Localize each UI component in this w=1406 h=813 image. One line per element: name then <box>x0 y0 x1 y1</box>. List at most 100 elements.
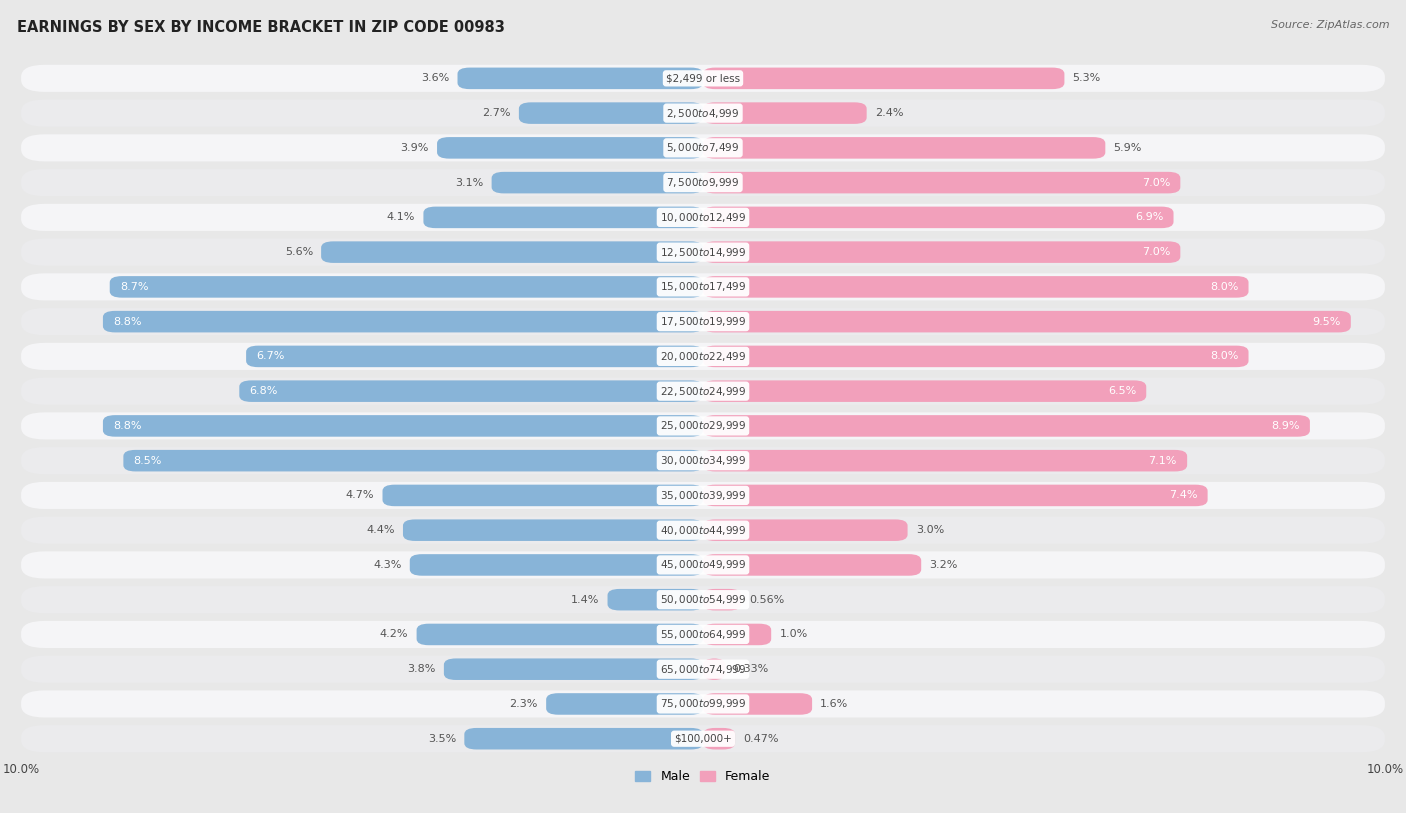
FancyBboxPatch shape <box>404 520 703 541</box>
Text: 7.4%: 7.4% <box>1168 490 1198 501</box>
Text: $22,500 to $24,999: $22,500 to $24,999 <box>659 385 747 398</box>
FancyBboxPatch shape <box>21 343 1385 370</box>
Text: $30,000 to $34,999: $30,000 to $34,999 <box>659 454 747 467</box>
FancyBboxPatch shape <box>703 415 1310 437</box>
FancyBboxPatch shape <box>437 137 703 159</box>
Text: 3.6%: 3.6% <box>420 73 450 84</box>
FancyBboxPatch shape <box>110 276 703 298</box>
FancyBboxPatch shape <box>703 67 1064 89</box>
FancyBboxPatch shape <box>703 728 735 750</box>
Text: 8.8%: 8.8% <box>112 316 142 327</box>
Text: $45,000 to $49,999: $45,000 to $49,999 <box>659 559 747 572</box>
FancyBboxPatch shape <box>21 586 1385 613</box>
FancyBboxPatch shape <box>21 482 1385 509</box>
Text: 8.7%: 8.7% <box>120 282 149 292</box>
FancyBboxPatch shape <box>703 102 866 124</box>
FancyBboxPatch shape <box>21 65 1385 92</box>
Text: 4.4%: 4.4% <box>367 525 395 535</box>
FancyBboxPatch shape <box>444 659 703 680</box>
FancyBboxPatch shape <box>703 659 725 680</box>
Text: 3.1%: 3.1% <box>456 177 484 188</box>
Text: 6.8%: 6.8% <box>249 386 278 396</box>
Text: 8.0%: 8.0% <box>1211 282 1239 292</box>
FancyBboxPatch shape <box>703 485 1208 506</box>
Text: 7.0%: 7.0% <box>1142 177 1170 188</box>
FancyBboxPatch shape <box>21 169 1385 196</box>
Text: $35,000 to $39,999: $35,000 to $39,999 <box>659 489 747 502</box>
FancyBboxPatch shape <box>21 412 1385 440</box>
FancyBboxPatch shape <box>703 450 1187 472</box>
Text: $75,000 to $99,999: $75,000 to $99,999 <box>659 698 747 711</box>
Text: 6.7%: 6.7% <box>256 351 285 362</box>
FancyBboxPatch shape <box>21 621 1385 648</box>
Text: 4.7%: 4.7% <box>346 490 374 501</box>
FancyBboxPatch shape <box>382 485 703 506</box>
Text: 3.9%: 3.9% <box>401 143 429 153</box>
Text: 1.6%: 1.6% <box>820 699 849 709</box>
FancyBboxPatch shape <box>21 725 1385 752</box>
Text: $2,499 or less: $2,499 or less <box>666 73 740 84</box>
FancyBboxPatch shape <box>21 516 1385 544</box>
Text: 8.5%: 8.5% <box>134 455 162 466</box>
Text: EARNINGS BY SEX BY INCOME BRACKET IN ZIP CODE 00983: EARNINGS BY SEX BY INCOME BRACKET IN ZIP… <box>17 20 505 35</box>
Text: $20,000 to $22,499: $20,000 to $22,499 <box>659 350 747 363</box>
FancyBboxPatch shape <box>321 241 703 263</box>
Text: 3.5%: 3.5% <box>427 733 456 744</box>
Text: 7.0%: 7.0% <box>1142 247 1170 257</box>
Text: 8.9%: 8.9% <box>1271 421 1299 431</box>
FancyBboxPatch shape <box>607 589 703 611</box>
Text: 3.8%: 3.8% <box>408 664 436 674</box>
Text: 4.1%: 4.1% <box>387 212 415 223</box>
Text: 5.9%: 5.9% <box>1114 143 1142 153</box>
Text: $40,000 to $44,999: $40,000 to $44,999 <box>659 524 747 537</box>
FancyBboxPatch shape <box>21 447 1385 474</box>
Text: 6.5%: 6.5% <box>1108 386 1136 396</box>
FancyBboxPatch shape <box>21 238 1385 266</box>
FancyBboxPatch shape <box>703 172 1181 193</box>
FancyBboxPatch shape <box>21 99 1385 127</box>
Text: 9.5%: 9.5% <box>1312 316 1340 327</box>
Text: 6.9%: 6.9% <box>1135 212 1163 223</box>
FancyBboxPatch shape <box>21 273 1385 301</box>
FancyBboxPatch shape <box>239 380 703 402</box>
FancyBboxPatch shape <box>423 207 703 228</box>
Text: $12,500 to $14,999: $12,500 to $14,999 <box>659 246 747 259</box>
FancyBboxPatch shape <box>409 554 703 576</box>
Text: Source: ZipAtlas.com: Source: ZipAtlas.com <box>1271 20 1389 30</box>
FancyBboxPatch shape <box>21 308 1385 335</box>
Text: 7.1%: 7.1% <box>1149 455 1177 466</box>
FancyBboxPatch shape <box>703 346 1249 367</box>
Text: 4.3%: 4.3% <box>373 560 402 570</box>
Text: 2.3%: 2.3% <box>509 699 538 709</box>
Text: 0.56%: 0.56% <box>749 594 785 605</box>
FancyBboxPatch shape <box>703 589 741 611</box>
Text: $2,500 to $4,999: $2,500 to $4,999 <box>666 107 740 120</box>
Text: $25,000 to $29,999: $25,000 to $29,999 <box>659 420 747 433</box>
FancyBboxPatch shape <box>703 380 1146 402</box>
Text: 3.0%: 3.0% <box>915 525 943 535</box>
Text: 0.33%: 0.33% <box>734 664 769 674</box>
FancyBboxPatch shape <box>492 172 703 193</box>
FancyBboxPatch shape <box>703 311 1351 333</box>
Text: $17,500 to $19,999: $17,500 to $19,999 <box>659 315 747 328</box>
FancyBboxPatch shape <box>21 204 1385 231</box>
Legend: Male, Female: Male, Female <box>630 765 776 788</box>
FancyBboxPatch shape <box>546 693 703 715</box>
FancyBboxPatch shape <box>703 241 1181 263</box>
FancyBboxPatch shape <box>124 450 703 472</box>
FancyBboxPatch shape <box>21 377 1385 405</box>
Text: $10,000 to $12,499: $10,000 to $12,499 <box>659 211 747 224</box>
FancyBboxPatch shape <box>21 655 1385 683</box>
Text: 0.47%: 0.47% <box>744 733 779 744</box>
FancyBboxPatch shape <box>21 690 1385 718</box>
Text: $65,000 to $74,999: $65,000 to $74,999 <box>659 663 747 676</box>
Text: 8.8%: 8.8% <box>112 421 142 431</box>
FancyBboxPatch shape <box>519 102 703 124</box>
Text: $7,500 to $9,999: $7,500 to $9,999 <box>666 176 740 189</box>
Text: $50,000 to $54,999: $50,000 to $54,999 <box>659 593 747 606</box>
Text: $55,000 to $64,999: $55,000 to $64,999 <box>659 628 747 641</box>
Text: 3.2%: 3.2% <box>929 560 957 570</box>
FancyBboxPatch shape <box>246 346 703 367</box>
FancyBboxPatch shape <box>457 67 703 89</box>
FancyBboxPatch shape <box>103 311 703 333</box>
